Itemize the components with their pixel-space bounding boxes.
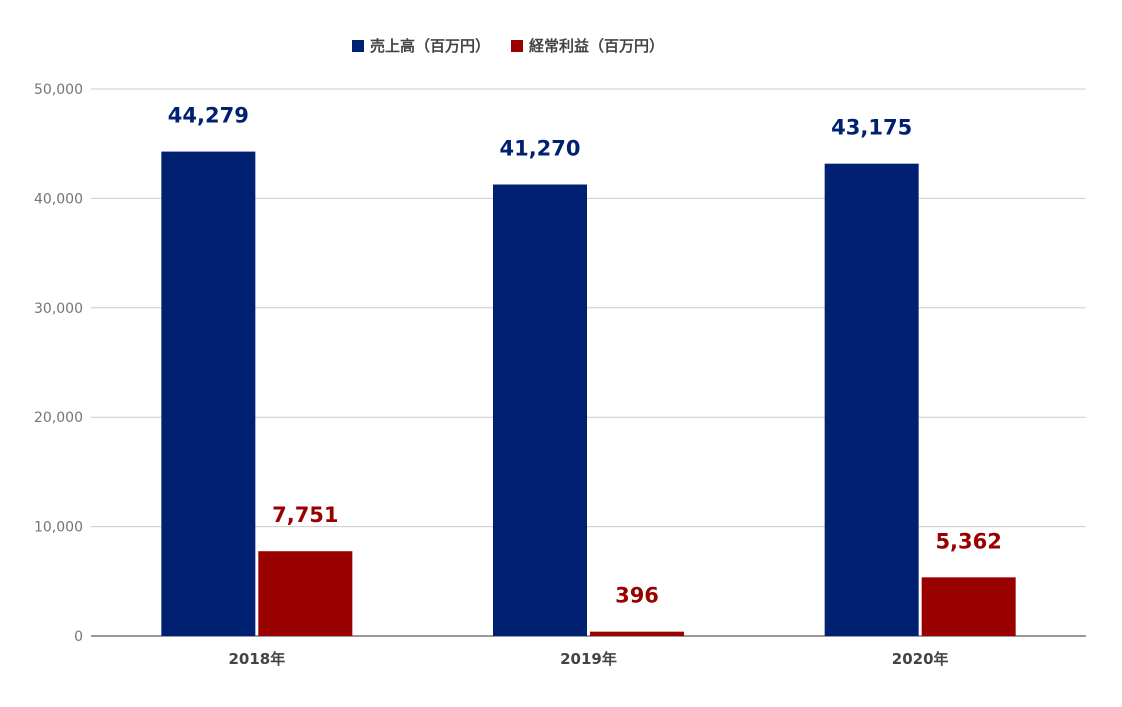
legend: 売上高（百万円） 経常利益（百万円）: [352, 37, 664, 55]
data-label: 41,270: [499, 137, 580, 161]
y-tick-label: 0: [74, 629, 83, 645]
bar-ordinary-profit: [258, 551, 353, 636]
legend-label: 経常利益（百万円）: [529, 37, 664, 55]
legend-label: 売上高（百万円）: [370, 37, 490, 55]
x-category-label: 2019年: [560, 650, 617, 668]
data-label: 44,279: [168, 104, 249, 128]
data-label: 7,751: [272, 503, 338, 527]
data-labels: 44,279 7,751 41,270 396 43,175 5,362: [168, 104, 1002, 608]
y-tick-label: 40,000: [34, 191, 83, 207]
x-category-label: 2020年: [892, 650, 949, 668]
bar-sales: [493, 184, 587, 636]
legend-swatch: [352, 40, 364, 52]
y-tick-label: 50,000: [34, 82, 83, 98]
y-axis-ticks: 0 10,000 20,000 30,000 40,000 50,000: [34, 82, 83, 645]
bars: [161, 151, 1016, 636]
data-label: 43,175: [831, 116, 912, 140]
bar-sales: [161, 151, 256, 636]
x-axis-categories: 2018年 2019年 2020年: [228, 650, 948, 668]
bar-ordinary-profit: [921, 577, 1016, 636]
y-tick-label: 10,000: [34, 520, 83, 536]
grid-layer: [91, 88, 1086, 637]
x-category-label: 2018年: [228, 650, 285, 668]
legend-swatch: [511, 40, 523, 52]
y-tick-label: 20,000: [34, 410, 83, 426]
data-label: 5,362: [935, 529, 1001, 553]
bar-ordinary-profit: [590, 631, 684, 636]
y-tick-label: 30,000: [34, 301, 83, 317]
data-label: 396: [615, 584, 659, 608]
bar-sales: [824, 163, 919, 636]
